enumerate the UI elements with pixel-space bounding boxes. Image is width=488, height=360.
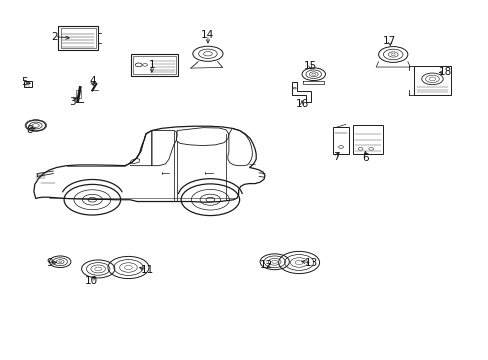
- Text: 1: 1: [148, 60, 155, 70]
- Text: 13: 13: [305, 258, 318, 268]
- Text: 9: 9: [46, 258, 53, 268]
- Text: 15: 15: [303, 61, 316, 71]
- Text: 2: 2: [51, 32, 58, 41]
- Text: 10: 10: [84, 276, 97, 286]
- Text: 14: 14: [201, 30, 214, 40]
- Text: 12: 12: [259, 260, 272, 270]
- Text: 16: 16: [295, 99, 308, 109]
- Text: 6: 6: [362, 153, 368, 163]
- Text: 5: 5: [21, 77, 27, 87]
- Text: 18: 18: [438, 67, 451, 77]
- Text: 11: 11: [140, 265, 153, 275]
- Text: 3: 3: [69, 97, 76, 107]
- Text: 7: 7: [332, 152, 339, 162]
- Text: 4: 4: [89, 76, 96, 86]
- Text: 8: 8: [26, 125, 33, 135]
- Text: 17: 17: [383, 36, 396, 46]
